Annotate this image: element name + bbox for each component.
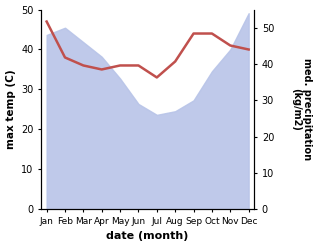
X-axis label: date (month): date (month) — [107, 231, 189, 242]
Y-axis label: max temp (C): max temp (C) — [5, 70, 16, 149]
Y-axis label: med. precipitation
(kg/m2): med. precipitation (kg/m2) — [291, 58, 313, 161]
